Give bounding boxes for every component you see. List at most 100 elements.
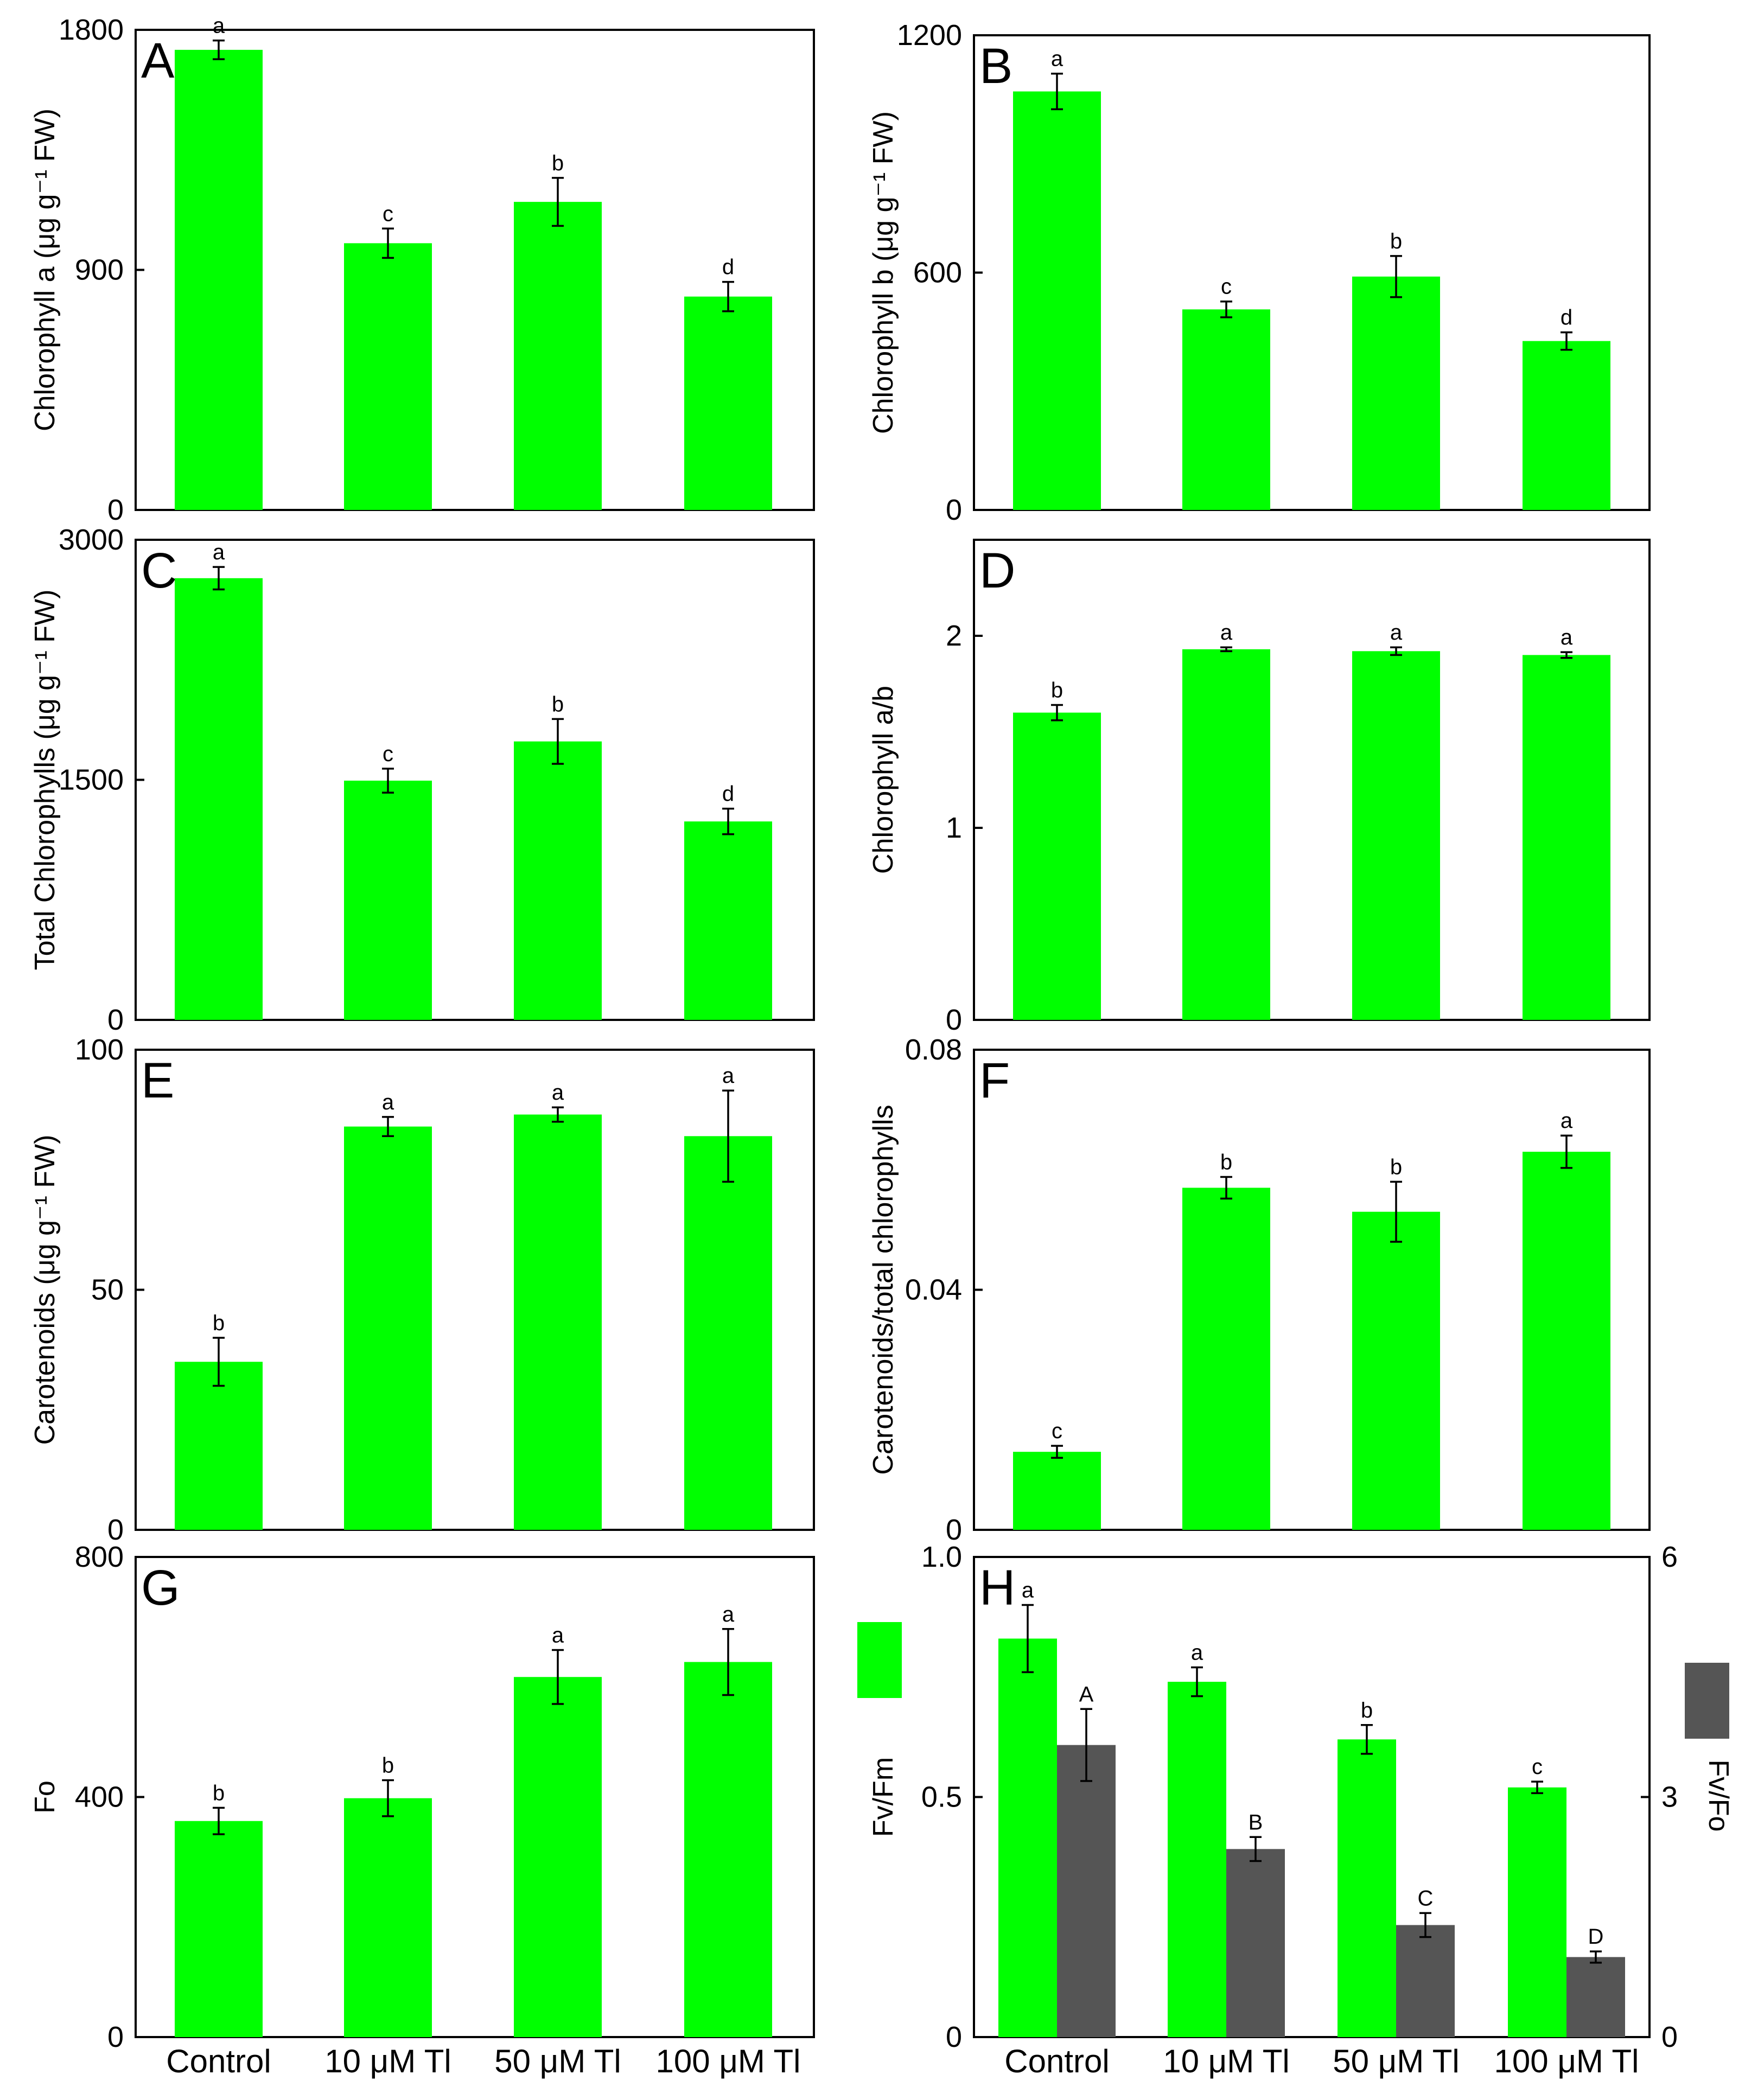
bar-fv-fo bbox=[1057, 1745, 1116, 2037]
panel-a: 0 900 1800 Chlorophyll a (μg g⁻¹ FW) Aa c b d bbox=[29, 14, 815, 526]
significance-letter: a bbox=[1390, 621, 1403, 644]
bar-fv-fm bbox=[1338, 1739, 1396, 2037]
y-tick-label: 0.5 bbox=[921, 1781, 962, 1814]
legend-swatch-fv-fm bbox=[857, 1622, 902, 1698]
significance-letter: d bbox=[1561, 306, 1572, 330]
significance-letter: b bbox=[552, 692, 564, 716]
bar bbox=[514, 1677, 602, 2037]
panel-letter: A bbox=[141, 33, 175, 88]
bar bbox=[1523, 341, 1610, 510]
y-tick-label: 1 bbox=[946, 812, 962, 844]
significance-letter: c bbox=[1532, 1755, 1543, 1779]
panel-b: 0 600 1200 Chlorophyll b (μg g⁻¹ FW) B a c b d bbox=[868, 19, 1651, 526]
y-tick-label: 1800 bbox=[59, 14, 124, 46]
significance-letter: a bbox=[382, 1090, 394, 1114]
significance-letter: b bbox=[1361, 1699, 1373, 1722]
y-axis-label: Carotenoids/total chlorophylls bbox=[868, 1105, 899, 1475]
panel-letter: E bbox=[141, 1053, 174, 1108]
bar bbox=[1182, 1188, 1270, 1530]
panel-letter: H bbox=[979, 1560, 1015, 1616]
y-tick-label: 0 bbox=[107, 2021, 124, 2053]
significance-letter: a bbox=[1022, 1579, 1034, 1603]
significance-letter: c bbox=[383, 202, 393, 226]
y-tick-label: 0.04 bbox=[905, 1274, 962, 1306]
y-axis-label: Fo bbox=[29, 1780, 61, 1814]
y-tick-label: 0 bbox=[946, 2021, 962, 2053]
bar-fv-fo bbox=[1226, 1849, 1285, 2037]
y-tick-label: 1500 bbox=[59, 764, 124, 796]
panel-letter: C bbox=[141, 543, 177, 598]
y-axis-label: Chlorophyll a/b bbox=[868, 686, 899, 874]
significance-letter: B bbox=[1249, 1810, 1263, 1834]
significance-letter: b bbox=[382, 1754, 394, 1778]
significance-letter: d bbox=[722, 782, 734, 806]
y-tick-label: 0 bbox=[946, 1514, 962, 1546]
bar bbox=[175, 49, 263, 510]
y-tick-label: 0 bbox=[107, 1004, 124, 1036]
significance-letter: a bbox=[1561, 1109, 1573, 1133]
panel-d: 0 1 2 Chlorophyll a/b Db a a a bbox=[868, 539, 1651, 1036]
category-label: 10 μM Tl bbox=[1163, 2043, 1290, 2079]
bar-fv-fo bbox=[1396, 1925, 1455, 2037]
panel-letter: B bbox=[979, 39, 1012, 94]
significance-letter: a bbox=[1051, 47, 1063, 71]
significance-letter: C bbox=[1418, 1886, 1434, 1910]
panel-c: 0 1500 3000 Total Chlorophylls (μg g⁻¹ FW) C… bbox=[29, 524, 815, 1036]
category-label: 50 μM Tl bbox=[1333, 2043, 1460, 2079]
bar bbox=[684, 296, 772, 510]
bar bbox=[684, 1662, 772, 2037]
significance-letter: a bbox=[722, 1603, 735, 1626]
y-tick-label: 100 bbox=[75, 1033, 124, 1066]
panel-letter: G bbox=[141, 1560, 180, 1616]
significance-letter: b bbox=[213, 1311, 225, 1335]
bar bbox=[344, 1126, 432, 1530]
y-axis-label: Carotenoids (μg g⁻¹ FW) bbox=[29, 1135, 61, 1445]
y-axis-label: Total Chlorophylls (μg g⁻¹ FW) bbox=[29, 590, 61, 971]
significance-letter: b bbox=[552, 151, 564, 175]
significance-letter: a bbox=[1191, 1641, 1203, 1665]
bar bbox=[684, 821, 772, 1020]
bar bbox=[1013, 712, 1101, 1020]
category-label: 10 μM Tl bbox=[324, 2043, 451, 2079]
bar bbox=[514, 1114, 602, 1530]
bar bbox=[1352, 1211, 1440, 1530]
plot-frame bbox=[973, 539, 1651, 1021]
panel-letter: F bbox=[979, 1053, 1010, 1108]
bar bbox=[1013, 91, 1101, 510]
significance-letter: b bbox=[1051, 678, 1063, 702]
significance-letter: c bbox=[383, 742, 393, 766]
y-right-tick-label: 0 bbox=[1661, 2021, 1678, 2053]
y-tick-label: 3000 bbox=[59, 524, 124, 556]
y-tick-label: 900 bbox=[75, 254, 124, 286]
significance-letter: a bbox=[1220, 621, 1233, 644]
significance-letter: d bbox=[722, 256, 734, 279]
bar bbox=[175, 1821, 263, 2037]
y-tick-label: 0 bbox=[107, 494, 124, 526]
bar bbox=[1013, 1452, 1101, 1530]
significance-letter: b bbox=[1220, 1151, 1232, 1175]
bar bbox=[344, 243, 432, 510]
y-tick-label: 600 bbox=[913, 257, 962, 289]
y-tick-label: 400 bbox=[75, 1781, 124, 1814]
panel-e: 0 50 100 Carotenoids (μg g⁻¹ FW) Eb a a a bbox=[29, 1033, 815, 1546]
panel-g: 0 400 800 Fo Gb b a a Control 10 μM Tl 50 μM Tl 100… bbox=[29, 1541, 815, 2079]
bar bbox=[175, 1362, 263, 1530]
bar bbox=[344, 780, 432, 1020]
significance-letter: a bbox=[552, 1081, 564, 1105]
category-label: Control bbox=[166, 2043, 271, 2079]
y-tick-label: 0 bbox=[946, 1004, 962, 1036]
y-right-tick-label: 6 bbox=[1661, 1541, 1678, 1573]
y-tick-label: 1200 bbox=[897, 19, 962, 52]
bar bbox=[1523, 1152, 1610, 1530]
y-tick-label: 50 bbox=[91, 1274, 124, 1306]
bar bbox=[684, 1136, 772, 1530]
bar-fv-fm bbox=[998, 1638, 1057, 2037]
significance-letter: c bbox=[1052, 1419, 1062, 1443]
bar bbox=[1352, 651, 1440, 1020]
significance-letter: A bbox=[1079, 1682, 1094, 1706]
significance-letter: a bbox=[1561, 625, 1573, 649]
bar-fv-fm bbox=[1168, 1682, 1226, 2037]
significance-letter: a bbox=[552, 1623, 564, 1647]
bar bbox=[1352, 276, 1440, 510]
y-tick-label: 800 bbox=[75, 1541, 124, 1573]
